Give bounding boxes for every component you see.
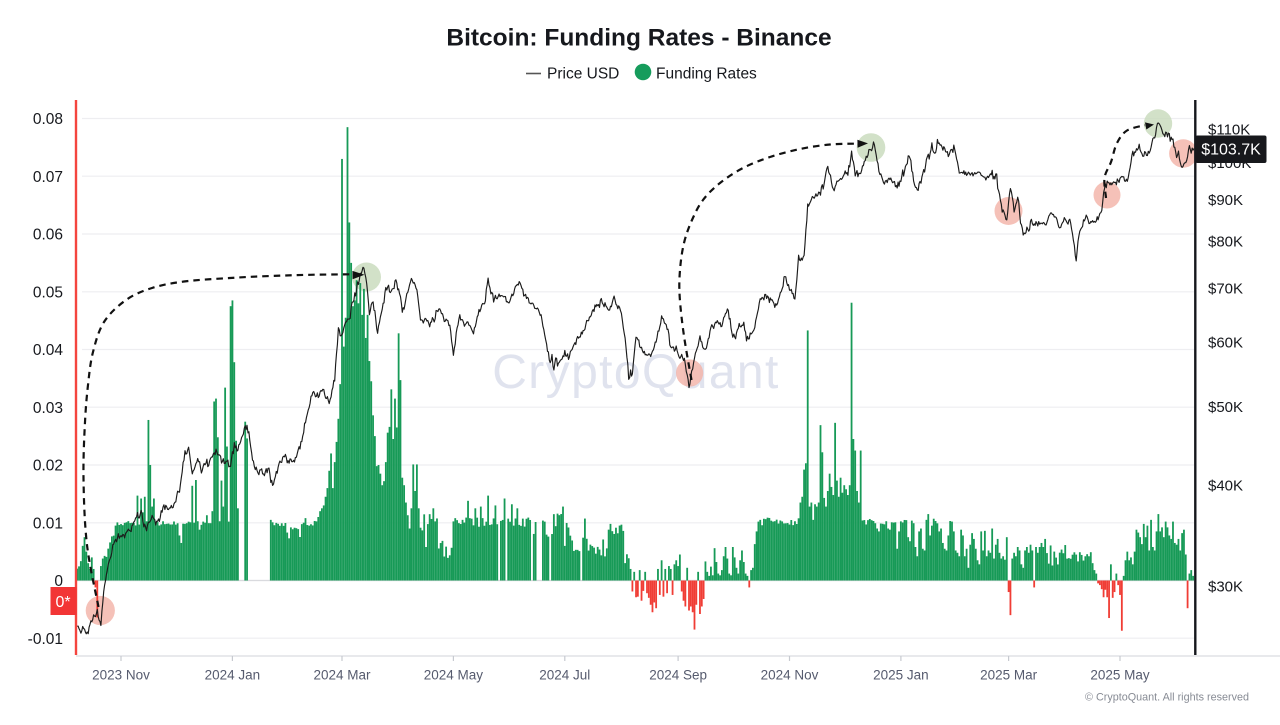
svg-text:0.06: 0.06 — [33, 227, 63, 244]
svg-text:$110K: $110K — [1208, 122, 1250, 139]
svg-text:0: 0 — [54, 573, 63, 590]
svg-text:2025 May: 2025 May — [1090, 668, 1150, 683]
svg-text:CryptoQuant: CryptoQuant — [492, 346, 780, 399]
svg-text:0.05: 0.05 — [33, 284, 63, 301]
svg-text:$103.7K: $103.7K — [1201, 142, 1261, 159]
svg-text:$50K: $50K — [1208, 399, 1243, 416]
svg-text:0.04: 0.04 — [33, 342, 64, 359]
svg-text:2025 Jan: 2025 Jan — [873, 668, 929, 683]
svg-text:$30K: $30K — [1208, 579, 1243, 596]
svg-text:0.02: 0.02 — [33, 458, 63, 475]
svg-text:Funding Rates: Funding Rates — [656, 66, 757, 83]
svg-text:2024 May: 2024 May — [424, 668, 484, 683]
svg-text:$80K: $80K — [1208, 234, 1243, 251]
svg-text:2024 Nov: 2024 Nov — [761, 668, 819, 683]
svg-text:0.03: 0.03 — [33, 400, 63, 417]
svg-text:0*: 0* — [55, 594, 70, 611]
svg-text:-0.01: -0.01 — [28, 631, 63, 648]
svg-text:2025 Mar: 2025 Mar — [980, 668, 1038, 683]
svg-text:0.08: 0.08 — [33, 111, 63, 128]
svg-text:2024 Mar: 2024 Mar — [313, 668, 371, 683]
svg-text:Bitcoin: Funding Rates - Binan: Bitcoin: Funding Rates - Binance — [446, 25, 831, 52]
svg-text:$70K: $70K — [1208, 281, 1243, 298]
svg-text:2024 Jul: 2024 Jul — [539, 668, 590, 683]
svg-text:2024 Sep: 2024 Sep — [649, 668, 707, 683]
svg-text:0.07: 0.07 — [33, 169, 63, 186]
svg-text:$40K: $40K — [1208, 477, 1243, 494]
svg-text:2023 Nov: 2023 Nov — [92, 668, 150, 683]
svg-text:$90K: $90K — [1208, 192, 1243, 209]
svg-text:2024 Jan: 2024 Jan — [205, 668, 261, 683]
svg-text:© CryptoQuant. All rights rese: © CryptoQuant. All rights reserved — [1085, 692, 1249, 704]
svg-text:$60K: $60K — [1208, 335, 1243, 352]
svg-text:0.01: 0.01 — [33, 515, 63, 532]
svg-text:Price USD: Price USD — [547, 66, 619, 83]
